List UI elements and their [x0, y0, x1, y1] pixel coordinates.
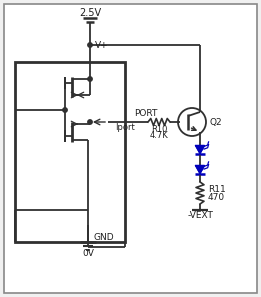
Text: 2.5V: 2.5V [79, 8, 101, 18]
Text: V+: V+ [95, 40, 109, 50]
Text: 0V: 0V [82, 249, 94, 258]
Circle shape [63, 108, 67, 112]
Circle shape [88, 43, 92, 47]
Polygon shape [195, 165, 205, 174]
Text: Iport: Iport [115, 124, 135, 132]
Circle shape [88, 120, 92, 124]
Text: Q2: Q2 [210, 118, 223, 127]
Text: -VEXT: -VEXT [187, 211, 213, 220]
Circle shape [88, 77, 92, 81]
Text: R11: R11 [208, 186, 226, 195]
Polygon shape [195, 146, 205, 154]
Bar [15, 62, 125, 242]
Text: R10: R10 [151, 124, 167, 133]
Text: 4.7K: 4.7K [150, 130, 168, 140]
Text: PORT: PORT [134, 110, 157, 119]
Text: GND: GND [93, 233, 114, 241]
Text: 470: 470 [208, 194, 225, 203]
